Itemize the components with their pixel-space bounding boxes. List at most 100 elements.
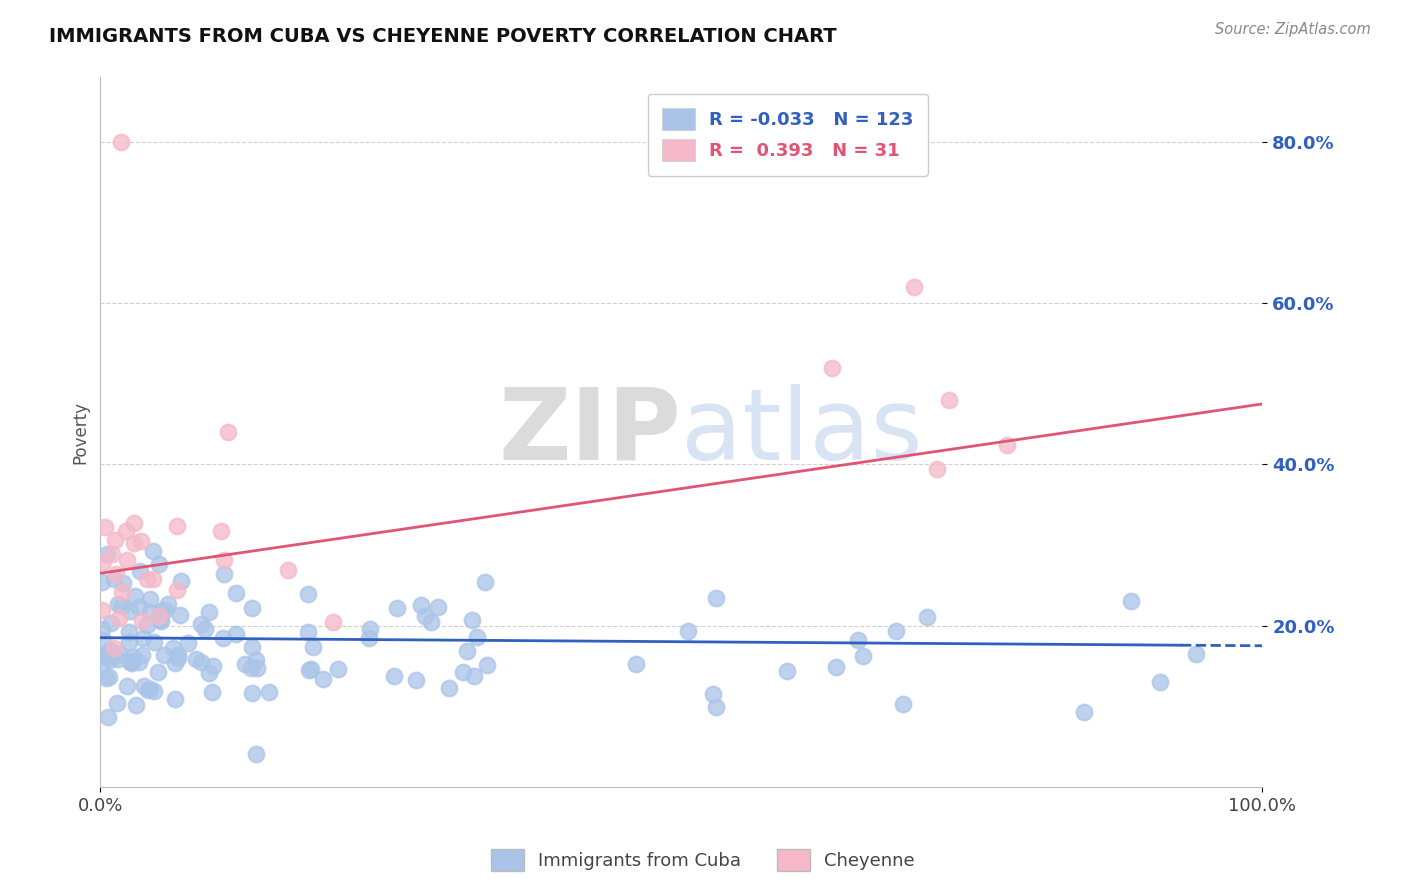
Immigrants from Cuba <box>915 610 938 624</box>
Immigrants from Cuba <box>239 661 262 675</box>
Immigrants from Cuba <box>118 624 141 639</box>
Cheyenne <box>135 572 157 586</box>
Immigrants from Cuba <box>143 635 166 649</box>
Immigrants from Cuba <box>121 657 143 671</box>
Immigrants from Cuba <box>245 653 267 667</box>
Immigrants from Cuba <box>456 643 478 657</box>
Immigrants from Cuba <box>884 624 907 638</box>
Immigrants from Cuba <box>302 640 325 654</box>
Immigrants from Cuba <box>190 656 212 670</box>
Immigrants from Cuba <box>1149 674 1171 689</box>
Immigrants from Cuba <box>98 643 121 657</box>
Immigrants from Cuba <box>246 661 269 675</box>
Immigrants from Cuba <box>240 601 263 615</box>
Immigrants from Cuba <box>90 657 112 671</box>
Cheyenne <box>110 135 132 149</box>
Immigrants from Cuba <box>461 613 484 627</box>
Immigrants from Cuba <box>148 557 170 571</box>
Legend: Immigrants from Cuba, Cheyenne: Immigrants from Cuba, Cheyenne <box>484 842 922 879</box>
Immigrants from Cuba <box>118 656 141 670</box>
Cheyenne <box>103 640 125 655</box>
Text: IMMIGRANTS FROM CUBA VS CHEYENNE POVERTY CORRELATION CHART: IMMIGRANTS FROM CUBA VS CHEYENNE POVERTY… <box>49 27 837 45</box>
Immigrants from Cuba <box>132 679 155 693</box>
Immigrants from Cuba <box>198 605 221 619</box>
Immigrants from Cuba <box>124 590 146 604</box>
Immigrants from Cuba <box>96 547 118 561</box>
Immigrants from Cuba <box>118 604 141 618</box>
Immigrants from Cuba <box>385 600 408 615</box>
Cheyenne <box>122 536 145 550</box>
Cheyenne <box>166 583 188 598</box>
Immigrants from Cuba <box>297 625 319 640</box>
Immigrants from Cuba <box>97 648 120 663</box>
Text: atlas: atlas <box>682 384 922 481</box>
Immigrants from Cuba <box>190 617 212 632</box>
Text: ZIP: ZIP <box>499 384 682 481</box>
Immigrants from Cuba <box>704 591 727 605</box>
Immigrants from Cuba <box>97 710 120 724</box>
Immigrants from Cuba <box>240 640 263 655</box>
Immigrants from Cuba <box>149 613 172 627</box>
Cheyenne <box>90 603 112 617</box>
Legend: R = -0.033   N = 123, R =  0.393   N = 31: R = -0.033 N = 123, R = 0.393 N = 31 <box>648 94 928 176</box>
Immigrants from Cuba <box>121 650 143 665</box>
Immigrants from Cuba <box>184 651 207 665</box>
Immigrants from Cuba <box>211 631 233 645</box>
Cheyenne <box>209 524 232 538</box>
Immigrants from Cuba <box>128 599 150 614</box>
Immigrants from Cuba <box>94 648 117 663</box>
Immigrants from Cuba <box>169 574 191 588</box>
Cheyenne <box>322 615 344 629</box>
Immigrants from Cuba <box>146 665 169 680</box>
Immigrants from Cuba <box>702 687 724 701</box>
Immigrants from Cuba <box>328 662 350 676</box>
Immigrants from Cuba <box>98 653 121 667</box>
Cheyenne <box>995 438 1018 452</box>
Immigrants from Cuba <box>676 624 699 638</box>
Immigrants from Cuba <box>165 691 187 706</box>
Cheyenne <box>166 518 188 533</box>
Text: Source: ZipAtlas.com: Source: ZipAtlas.com <box>1215 22 1371 37</box>
Immigrants from Cuba <box>129 565 152 579</box>
Immigrants from Cuba <box>233 657 256 672</box>
Cheyenne <box>277 563 299 577</box>
Immigrants from Cuba <box>121 654 143 668</box>
Immigrants from Cuba <box>409 599 432 613</box>
Immigrants from Cuba <box>101 648 124 663</box>
Immigrants from Cuba <box>138 681 160 696</box>
Cheyenne <box>925 462 948 476</box>
Y-axis label: Poverty: Poverty <box>72 401 89 464</box>
Immigrants from Cuba <box>150 604 173 618</box>
Cheyenne <box>104 567 127 582</box>
Immigrants from Cuba <box>405 673 427 688</box>
Immigrants from Cuba <box>100 615 122 630</box>
Immigrants from Cuba <box>131 648 153 663</box>
Immigrants from Cuba <box>427 599 450 614</box>
Immigrants from Cuba <box>131 631 153 645</box>
Immigrants from Cuba <box>142 544 165 558</box>
Cheyenne <box>111 584 134 599</box>
Immigrants from Cuba <box>91 632 114 647</box>
Immigrants from Cuba <box>139 591 162 606</box>
Immigrants from Cuba <box>94 671 117 685</box>
Immigrants from Cuba <box>107 652 129 666</box>
Immigrants from Cuba <box>107 647 129 661</box>
Immigrants from Cuba <box>165 656 187 670</box>
Immigrants from Cuba <box>474 575 496 590</box>
Immigrants from Cuba <box>166 648 188 662</box>
Immigrants from Cuba <box>297 587 319 601</box>
Immigrants from Cuba <box>197 665 219 680</box>
Immigrants from Cuba <box>245 747 267 761</box>
Immigrants from Cuba <box>298 663 321 677</box>
Immigrants from Cuba <box>240 686 263 700</box>
Immigrants from Cuba <box>90 622 112 636</box>
Immigrants from Cuba <box>382 669 405 683</box>
Immigrants from Cuba <box>143 683 166 698</box>
Immigrants from Cuba <box>138 605 160 619</box>
Immigrants from Cuba <box>136 618 159 632</box>
Cheyenne <box>114 524 136 539</box>
Immigrants from Cuba <box>153 603 176 617</box>
Cheyenne <box>129 534 152 549</box>
Immigrants from Cuba <box>201 658 224 673</box>
Immigrants from Cuba <box>299 662 322 676</box>
